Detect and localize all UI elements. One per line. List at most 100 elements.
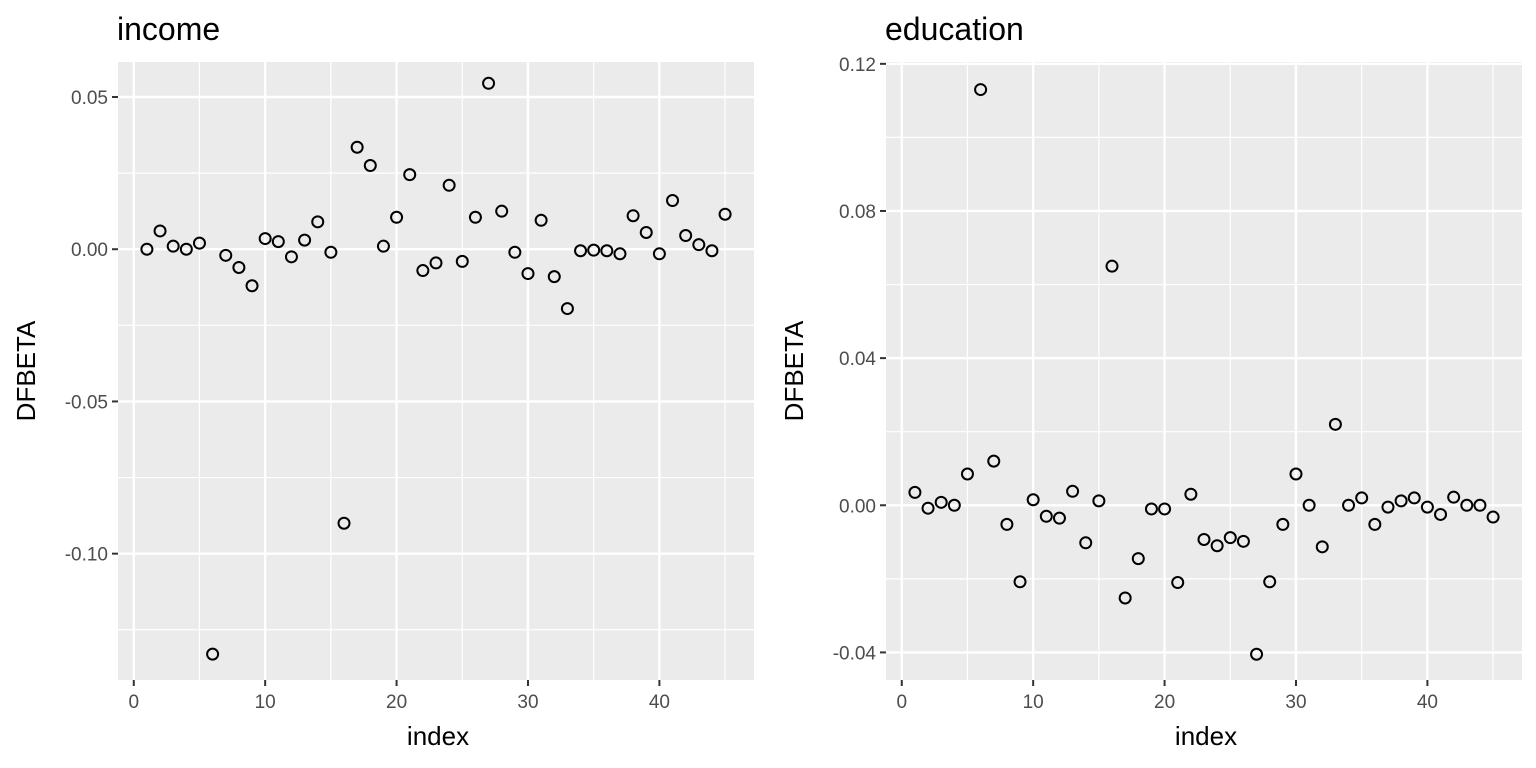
data-point [403, 168, 417, 182]
x-tick-label: 10 [1023, 692, 1044, 713]
data-point [298, 233, 312, 247]
data-point [1460, 498, 1474, 512]
data-points [140, 76, 732, 661]
data-point [1000, 517, 1014, 531]
y-tick-label: -0.04 [833, 643, 877, 664]
x-tick-label: 20 [386, 692, 407, 713]
data-point [1289, 467, 1303, 481]
data-point [1092, 494, 1106, 508]
data-point [1368, 517, 1382, 531]
panel-title: income [117, 11, 220, 47]
plot-background [118, 62, 754, 680]
data-point [166, 239, 180, 253]
data-point [258, 232, 272, 246]
data-point [705, 244, 719, 258]
data-point [390, 210, 404, 224]
data-point [192, 236, 206, 250]
data-point [547, 270, 561, 284]
x-tick-label: 10 [255, 692, 276, 713]
x-tick-label: 40 [1417, 692, 1438, 713]
data-points [908, 83, 1500, 661]
data-point [1026, 493, 1040, 507]
data-point [153, 224, 167, 238]
data-point [1158, 502, 1172, 516]
y-tick-label: 0.04 [839, 349, 876, 370]
data-point [679, 229, 693, 243]
y-tick-label: 0.12 [839, 55, 876, 76]
y-axis: 0.12 0.08 0.04 0.00 -0.04 [833, 55, 886, 664]
data-point [1394, 494, 1408, 508]
data-point [1105, 259, 1119, 273]
data-point [921, 501, 935, 515]
x-tick-label: 0 [128, 692, 139, 713]
data-point [1434, 507, 1448, 521]
gridlines [118, 62, 754, 680]
data-point [311, 215, 325, 229]
data-point [534, 213, 548, 227]
data-point [1276, 517, 1290, 531]
x-tick-label: 20 [1154, 692, 1175, 713]
data-point [219, 248, 233, 262]
data-point [574, 244, 588, 258]
data-point [560, 302, 574, 316]
y-tick-label: -0.05 [65, 392, 108, 413]
data-point [482, 76, 496, 90]
data-point [1486, 510, 1500, 524]
x-tick-label: 0 [896, 692, 907, 713]
data-point [1302, 498, 1316, 512]
data-point [1223, 531, 1237, 545]
y-axis: 0.05 0.00 -0.05 -0.10 [65, 88, 118, 566]
panel-title: education [885, 11, 1024, 47]
data-point [1144, 502, 1158, 516]
data-point [1013, 575, 1027, 589]
data-point [639, 225, 653, 239]
data-point [1184, 487, 1198, 501]
data-point [284, 250, 298, 264]
y-tick-label: 0.00 [839, 496, 876, 517]
data-point [1263, 575, 1277, 589]
data-point [934, 495, 948, 509]
data-point [587, 243, 601, 257]
y-tick-label: 0.08 [839, 202, 876, 223]
x-axis: 0 10 20 30 40 [896, 680, 1438, 713]
data-point [416, 264, 430, 278]
y-tick-label: -0.10 [65, 545, 108, 566]
y-axis-label: DFBETA [779, 320, 809, 421]
data-point [626, 209, 640, 223]
data-point [206, 647, 220, 661]
data-point [1118, 591, 1132, 605]
data-point [495, 204, 509, 218]
data-point [468, 210, 482, 224]
data-point [1236, 534, 1250, 548]
data-point [692, 238, 706, 252]
data-point [245, 279, 259, 293]
data-point [324, 245, 338, 259]
data-point [337, 516, 351, 530]
data-point [455, 254, 469, 268]
data-point [1079, 536, 1093, 550]
data-point [1052, 511, 1066, 525]
data-point [960, 467, 974, 481]
x-tick-label: 40 [649, 692, 670, 713]
data-point [1328, 417, 1342, 431]
education-panel: education 0.12 0.08 0.04 0.00 -0.04 0 10 20 30 4… [779, 11, 1522, 751]
x-axis-label: index [1175, 721, 1237, 751]
data-point [376, 239, 390, 253]
data-point [1420, 500, 1434, 514]
data-point [1315, 540, 1329, 554]
data-point [363, 159, 377, 173]
data-point [179, 242, 193, 256]
data-point [652, 247, 666, 261]
data-point [140, 242, 154, 256]
data-point [1197, 532, 1211, 546]
y-axis-label: DFBETA [11, 320, 41, 421]
y-tick-label: 0.00 [71, 240, 108, 261]
income-panel: income 0.05 0.00 -0.05 -0.10 0 10 20 30 40 inde… [11, 11, 754, 751]
data-point [442, 178, 456, 192]
data-point [1171, 576, 1185, 590]
x-axis: 0 10 20 30 40 [128, 680, 670, 713]
data-point [613, 247, 627, 261]
data-point [429, 256, 443, 270]
data-point [1381, 500, 1395, 514]
